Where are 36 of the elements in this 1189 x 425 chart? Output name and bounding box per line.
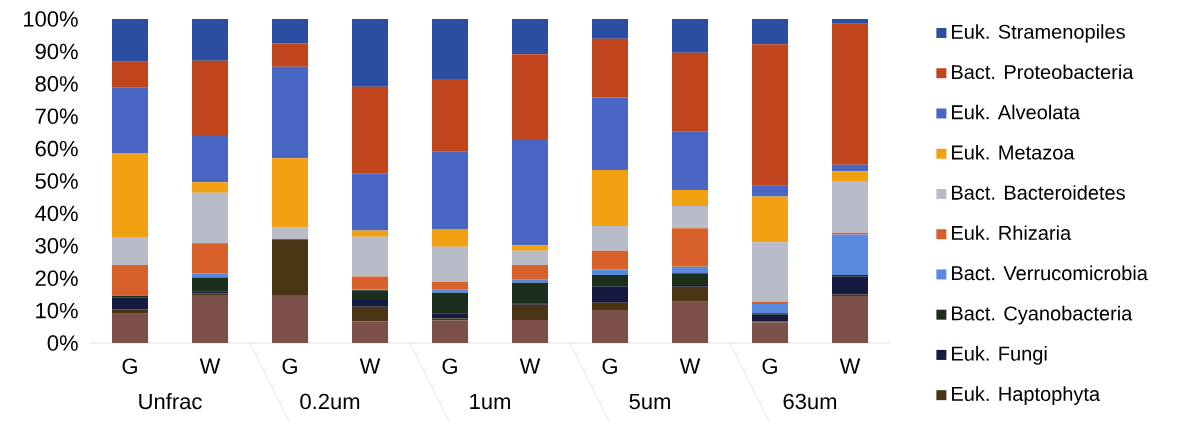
x-tick-label: W [679, 358, 701, 374]
legend-label: Euk. Rhizaria [952, 225, 1072, 241]
legend-label: Bact. Verrucomicrobia [952, 265, 1148, 281]
legend-label: Euk. Alveolata [952, 104, 1081, 120]
legend-label: Euk. Metazoa [952, 144, 1075, 160]
x-tick-label: G [122, 358, 137, 374]
x-tick-label: G [282, 358, 297, 374]
y-tick-label: 60% [35, 140, 78, 157]
legend-label: Bact. Cyanobacteria [952, 305, 1133, 325]
text: 0.2um [300, 393, 360, 410]
x-tick-label: W [519, 358, 541, 374]
x-tick-label: G [762, 358, 777, 374]
legend-label: Euk. Haptophyta [952, 386, 1101, 405]
y-tick-label: 40% [35, 205, 78, 222]
text: 5um [629, 393, 670, 410]
text: 63um [783, 393, 837, 410]
text: Unfrac [139, 393, 202, 410]
x-tick-label: G [442, 358, 457, 374]
y-tick-label: 30% [35, 238, 78, 254]
legend-label: Bact. Proteobacteria [952, 64, 1134, 80]
legend-label: Euk. Fungi [952, 346, 1047, 365]
y-tick-label: 100% [24, 11, 78, 27]
y-tick-label: 50% [35, 173, 78, 189]
x-tick-label: W [199, 358, 221, 374]
y-tick-label: 90% [35, 43, 78, 60]
x-tick-label: G [602, 358, 617, 374]
legend-label: Bact. Bacteroidetes [952, 185, 1125, 200]
legend-label: Euk. Stramenopiles [952, 24, 1125, 43]
y-tick-label: 80% [35, 76, 78, 92]
y-tick-label: 0% [47, 335, 78, 351]
text: 1um [470, 393, 510, 410]
y-tick-label: 20% [35, 270, 78, 286]
x-tick-label: W [839, 358, 861, 374]
x-tick-label: W [359, 358, 381, 374]
y-tick-label: 10% [36, 302, 78, 319]
y-tick-label: 70% [35, 108, 78, 124]
